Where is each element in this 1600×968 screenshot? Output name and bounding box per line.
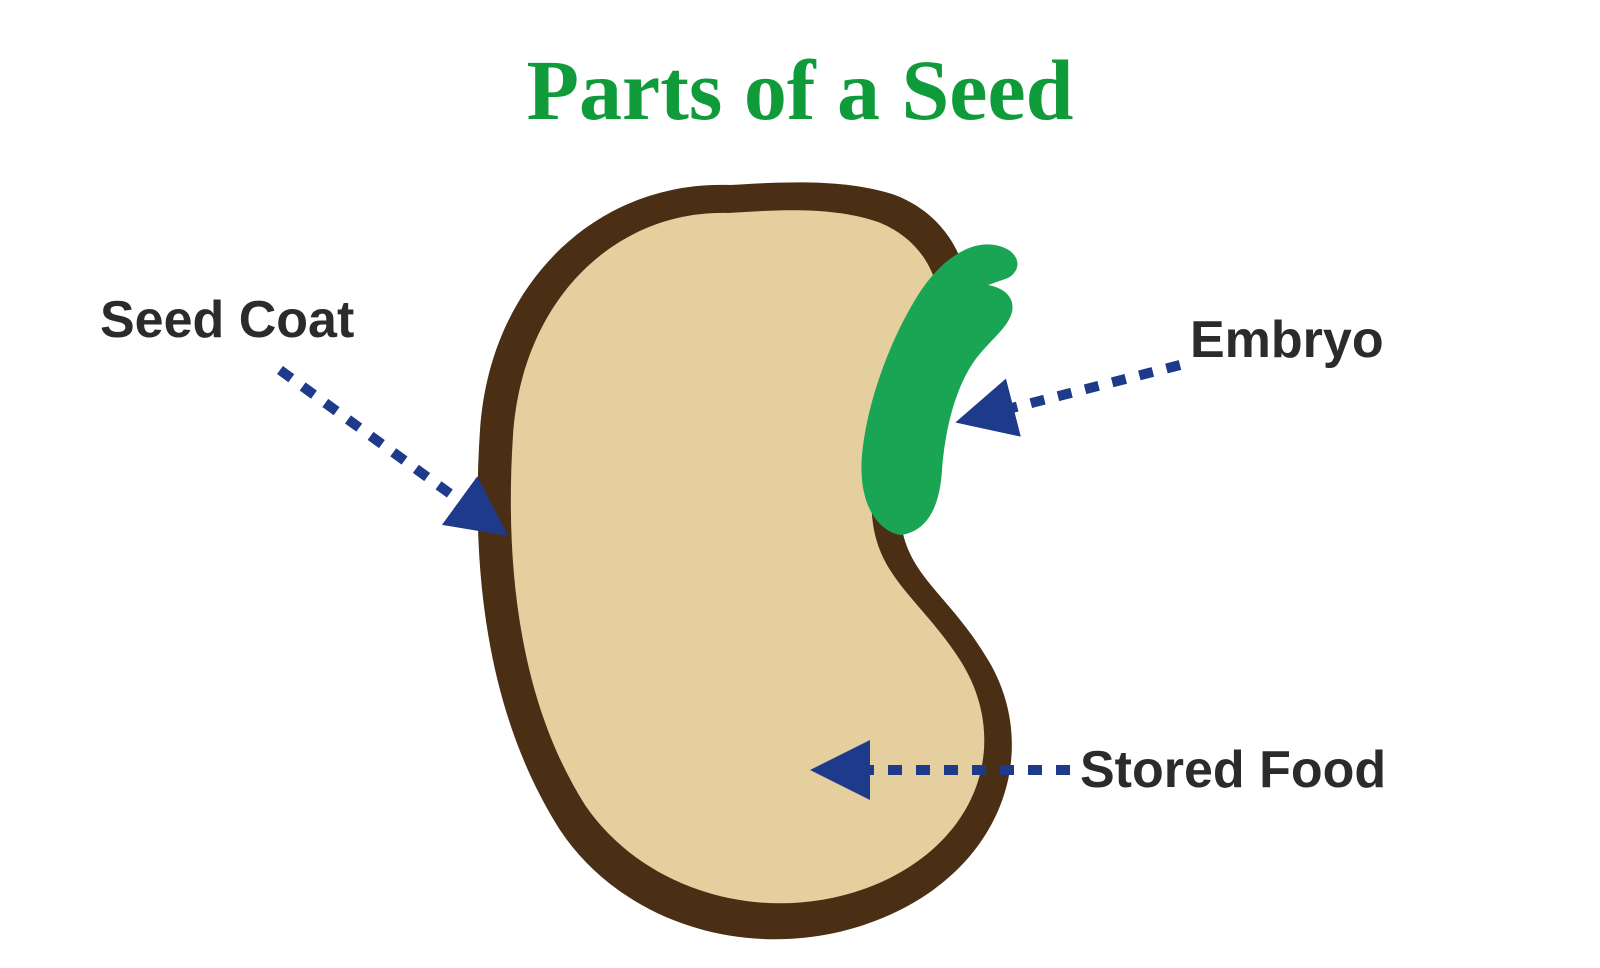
seed-diagram bbox=[0, 0, 1600, 968]
seed-coat-label: Seed Coat bbox=[100, 290, 354, 350]
embryo-label: Embryo bbox=[1190, 310, 1384, 370]
seed-coat-arrow bbox=[280, 370, 500, 530]
stored-food-label: Stored Food bbox=[1080, 740, 1386, 800]
diagram-title: Parts of a Seed bbox=[0, 40, 1600, 140]
embryo-arrow bbox=[965, 365, 1180, 420]
